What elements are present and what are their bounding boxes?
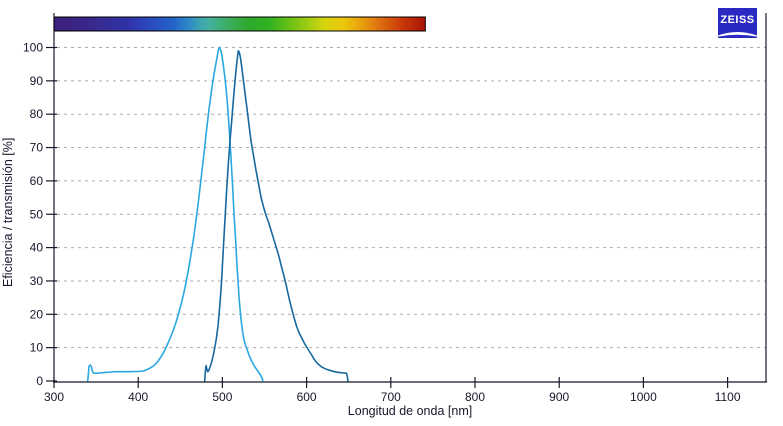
- emission-spectrum-curve: [203, 49, 349, 382]
- x-tick-label-1000: 1000: [630, 390, 657, 404]
- y-tick-label-0: 0: [36, 374, 43, 388]
- y-axis-title: Eficiencia / transmisión [%]: [1, 137, 15, 288]
- y-tick-label-10: 10: [30, 341, 44, 355]
- x-tick-label-900: 900: [549, 390, 569, 404]
- zeiss-logo-text: ZEISS: [720, 14, 754, 26]
- y-tick-label-30: 30: [30, 274, 44, 288]
- tick-labels: 300 400 500 600 700 800 900 1000 1100 0 10 20 30 40 50…: [23, 41, 741, 405]
- y-tick-label-100: 100: [23, 41, 43, 55]
- zeiss-logo-lens-icon: [718, 32, 757, 37]
- y-tick-label-80: 80: [30, 107, 44, 121]
- axes: [46, 13, 767, 388]
- x-tick-label-800: 800: [465, 390, 485, 404]
- x-axis-title: Longitud de onda [nm]: [347, 404, 473, 418]
- x-tick-label-700: 700: [381, 390, 401, 404]
- spectra-curves: [86, 46, 349, 382]
- wavelength-gradient-bar: [53, 16, 426, 32]
- x-tick-label-400: 400: [128, 390, 148, 404]
- zeiss-logo: ZEISS: [718, 8, 757, 38]
- x-tick-label-500: 500: [212, 390, 232, 404]
- y-tick-label-40: 40: [30, 241, 44, 255]
- gridlines: [57, 47, 766, 349]
- y-tick-label-60: 60: [30, 174, 44, 188]
- x-tick-label-1100: 1100: [715, 390, 741, 404]
- x-tick-label-600: 600: [297, 390, 317, 404]
- y-tick-label-90: 90: [30, 74, 44, 88]
- x-tick-label-300: 300: [44, 390, 64, 404]
- wavelength-spectrum-bar: [53, 16, 426, 32]
- y-tick-label-20: 20: [30, 307, 44, 321]
- y-tick-label-50: 50: [30, 207, 44, 221]
- y-tick-label-70: 70: [30, 141, 44, 155]
- excitation-spectrum-curve: [86, 46, 264, 382]
